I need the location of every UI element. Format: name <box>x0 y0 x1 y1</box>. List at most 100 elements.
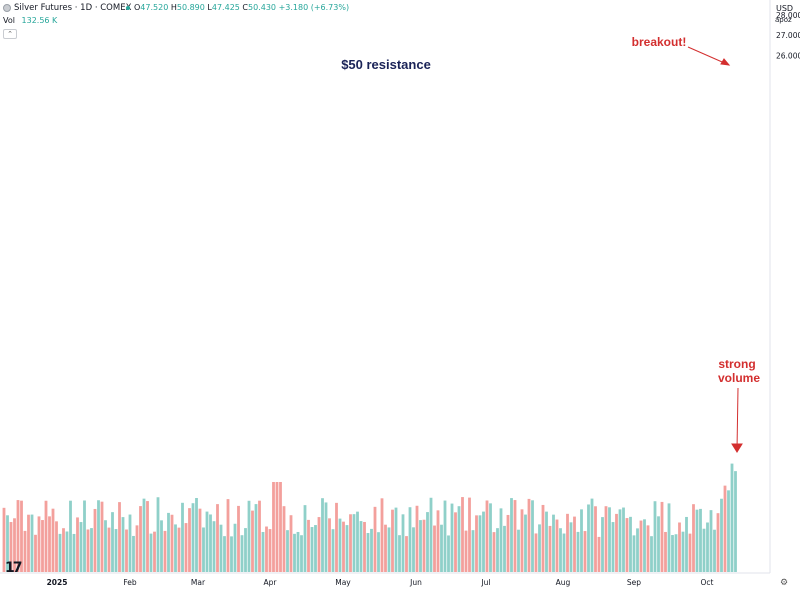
volume-bar <box>615 513 618 572</box>
volume-bar <box>709 510 713 572</box>
volume-bar <box>405 536 408 572</box>
volume-bar <box>230 536 233 572</box>
volume-bar <box>713 529 716 572</box>
volume-bar <box>16 500 20 572</box>
volume-bar <box>478 515 482 572</box>
settings-gear-icon[interactable]: ⚙ <box>780 578 789 588</box>
scale-mode-label[interactable]: apoz <box>775 16 792 24</box>
time-tick-label: Jul <box>480 578 490 587</box>
volume-bar <box>226 499 230 572</box>
volume-bar <box>62 528 65 572</box>
high-label: H <box>170 3 177 12</box>
symbol-title[interactable]: Silver Futures · 1D · COMEX <box>14 3 132 13</box>
volume-bar <box>566 513 569 572</box>
volume-bar <box>6 515 9 572</box>
volume-bar <box>702 528 706 572</box>
volume-bars <box>2 463 737 572</box>
time-tick-label: Sep <box>627 578 641 587</box>
volume-bar <box>436 510 440 572</box>
volume-bar <box>489 503 492 572</box>
volume-bar <box>97 500 100 572</box>
volume-bar <box>338 518 342 572</box>
volume-bar <box>58 533 62 572</box>
time-tick-label: Oct <box>701 578 714 587</box>
volume-bar <box>573 516 576 572</box>
collapse-legend-button[interactable]: ⌃ <box>3 29 17 39</box>
volume-bar <box>513 500 517 572</box>
volume-bar <box>244 528 247 572</box>
volume-bar <box>205 511 209 572</box>
volume-bar <box>387 527 391 572</box>
volume-bar <box>650 536 653 572</box>
volume-bar <box>671 535 674 572</box>
volume-bar <box>688 533 692 572</box>
volume-bar <box>65 531 69 572</box>
volume-bar <box>667 503 671 572</box>
volume-bar <box>485 500 489 572</box>
volume-bar <box>391 509 394 572</box>
volume-bar <box>363 521 366 572</box>
volume-bar <box>618 509 622 572</box>
close-label: C <box>242 3 249 12</box>
volume-bar <box>394 507 398 572</box>
volume-bar <box>209 514 212 572</box>
volume-bar <box>636 528 639 572</box>
volume-bar <box>328 518 331 572</box>
close-value: 50.430 <box>248 3 277 12</box>
volume-bar <box>517 529 520 572</box>
volume-bar <box>356 511 359 572</box>
volume-bar <box>503 525 506 572</box>
volume-bar <box>279 482 282 572</box>
volume-bar <box>55 521 58 572</box>
volume-bar <box>254 504 258 572</box>
volume-bar <box>184 523 188 572</box>
strong-volume-arrow <box>731 387 743 453</box>
volume-bar <box>681 531 685 572</box>
volume-bar <box>475 515 478 572</box>
breakout-arrow <box>687 46 731 66</box>
time-tick-label: Apr <box>264 578 278 587</box>
volume-bar <box>188 508 191 572</box>
volume-bar <box>422 519 426 572</box>
volume-bar <box>471 530 475 572</box>
volume-bar <box>296 531 300 572</box>
volume-bar <box>695 509 699 572</box>
volume-bar <box>426 512 429 572</box>
volume-bar <box>93 508 97 572</box>
volume-bar <box>443 500 447 572</box>
volume-bar <box>583 531 587 572</box>
volume-bar <box>380 498 384 572</box>
breakout-label: breakout! <box>632 35 687 49</box>
price-axis[interactable]: 26.00027.00028.00029.00030.00031.00032.0… <box>776 0 800 61</box>
volume-bar <box>492 532 496 572</box>
currency-label[interactable]: USD <box>776 4 794 13</box>
volume-bar <box>331 529 335 572</box>
time-axis[interactable]: 2025 Feb Mar Apr May Jun Jul Aug Sep Oct <box>47 578 714 587</box>
volume-bar <box>37 516 41 572</box>
price-tick-label: 26.000 <box>776 51 800 60</box>
volume-bar <box>580 509 583 572</box>
volume-bar <box>324 502 328 572</box>
volume-bar <box>370 528 373 572</box>
volume-bar <box>408 507 412 572</box>
volume-bar <box>629 516 632 572</box>
volume-bar <box>359 521 363 572</box>
volume-bar <box>100 501 104 572</box>
volume-bar <box>534 533 538 572</box>
volume-bar <box>531 500 534 572</box>
volume-bar <box>2 507 6 572</box>
volume-bar <box>191 503 195 572</box>
volume-bar <box>114 529 118 572</box>
volume-bar <box>576 531 580 572</box>
volume-bar <box>261 531 265 572</box>
volume-bar <box>412 527 415 572</box>
time-tick-label: May <box>335 578 351 587</box>
volume-bar <box>30 514 34 572</box>
tradingview-logo-icon: 17 <box>5 560 23 576</box>
price-tick-label: 27.000 <box>776 31 800 40</box>
volume-bar <box>321 498 324 572</box>
volume-bar <box>454 512 457 572</box>
volume-bar <box>48 516 51 572</box>
volume-bar <box>398 535 401 572</box>
